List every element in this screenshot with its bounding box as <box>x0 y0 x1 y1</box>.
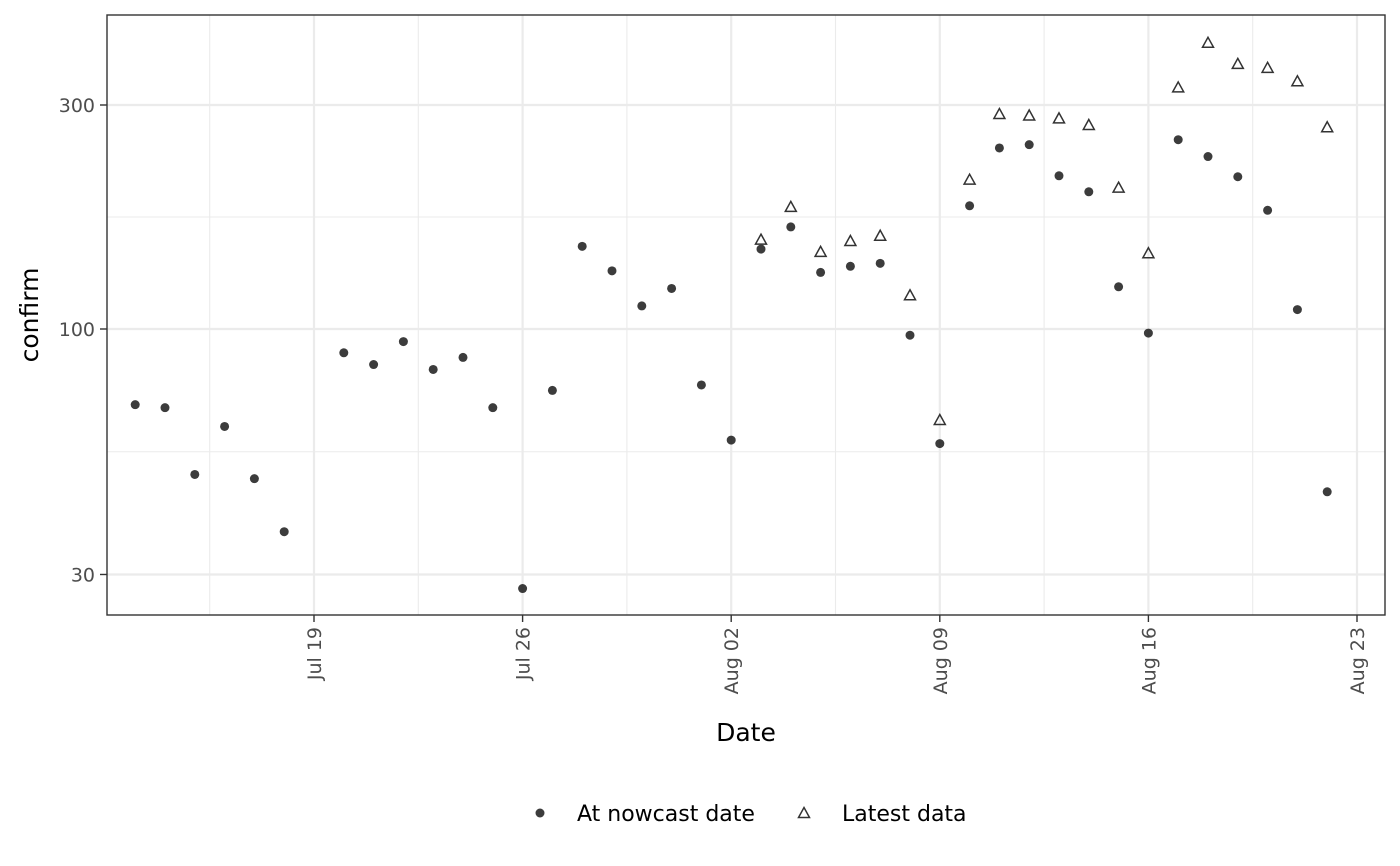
grid-major <box>107 15 1385 615</box>
point-latest <box>1290 74 1305 87</box>
point-nowcast <box>1233 172 1243 182</box>
legend: At nowcast date Latest data <box>535 802 967 827</box>
plot-border <box>106 14 1386 616</box>
point-nowcast <box>1143 328 1153 338</box>
point-latest <box>754 232 768 245</box>
point-latest <box>873 228 887 241</box>
point-latest <box>1231 56 1245 70</box>
point-nowcast <box>1114 282 1124 292</box>
x-tick-label: Aug 23 <box>1347 627 1369 694</box>
x-tick-label: Jul 19 <box>304 627 326 681</box>
point-latest <box>1022 108 1036 121</box>
point-nowcast <box>339 348 349 358</box>
point-nowcast <box>369 360 379 370</box>
point-nowcast <box>190 469 200 479</box>
point-nowcast <box>518 584 528 594</box>
point-nowcast <box>965 201 975 211</box>
point-nowcast <box>488 403 498 413</box>
grid-minor <box>107 15 1385 615</box>
point-latest <box>1171 80 1185 93</box>
point-nowcast <box>577 241 587 251</box>
x-tick-label: Aug 16 <box>1138 627 1160 694</box>
point-nowcast <box>756 244 766 254</box>
legend-key-circle <box>535 808 545 818</box>
point-latest <box>1320 120 1334 133</box>
point-nowcast <box>1054 171 1064 181</box>
point-latest <box>992 106 1007 120</box>
data-points <box>130 35 1334 594</box>
point-nowcast <box>637 301 647 311</box>
point-nowcast <box>547 385 557 395</box>
point-nowcast <box>1263 205 1273 215</box>
point-nowcast <box>696 380 706 390</box>
point-nowcast <box>1203 152 1213 162</box>
point-nowcast <box>1024 140 1034 150</box>
plot-background <box>107 15 1385 615</box>
point-nowcast <box>1322 487 1332 497</box>
point-latest <box>1260 60 1275 74</box>
point-nowcast <box>458 352 468 362</box>
point-nowcast <box>1292 305 1302 315</box>
point-nowcast <box>786 222 796 232</box>
point-latest <box>784 199 798 213</box>
axes: Jul 19 Jul 26 Aug 02 Aug 09 Aug 16 Aug 23 30 10… <box>59 95 1369 694</box>
point-nowcast <box>994 143 1004 153</box>
point-nowcast <box>816 267 826 277</box>
y-tick-label: 300 <box>59 95 95 117</box>
x-tick-label: Jul 26 <box>513 627 535 681</box>
point-nowcast <box>398 337 408 347</box>
point-nowcast <box>935 439 945 449</box>
x-tick-label: Aug 02 <box>721 627 743 694</box>
x-tick-label: Aug 09 <box>930 627 952 694</box>
point-nowcast <box>249 474 259 484</box>
point-latest <box>903 288 917 301</box>
point-nowcast <box>1084 187 1094 197</box>
point-latest <box>1111 180 1126 193</box>
point-nowcast <box>428 364 438 374</box>
point-latest <box>933 412 947 426</box>
point-nowcast <box>1173 135 1183 145</box>
legend-key-triangle <box>797 805 811 819</box>
point-latest <box>843 233 858 247</box>
y-axis-title: confirm <box>15 268 44 363</box>
legend-label-latest: Latest data <box>842 802 967 827</box>
point-nowcast <box>875 258 885 268</box>
point-nowcast <box>845 261 855 271</box>
point-latest <box>1082 117 1096 131</box>
point-latest <box>1052 111 1066 124</box>
point-nowcast <box>220 421 230 431</box>
point-nowcast <box>726 435 736 445</box>
point-latest <box>813 244 828 258</box>
point-latest <box>1141 246 1156 259</box>
x-axis-title: Date <box>716 718 776 747</box>
point-nowcast <box>279 527 289 537</box>
point-latest <box>962 172 977 185</box>
point-nowcast <box>130 400 140 410</box>
y-tick-label: 100 <box>59 319 95 341</box>
y-tick-label: 30 <box>71 564 95 586</box>
point-nowcast <box>905 330 915 340</box>
point-nowcast <box>607 266 617 276</box>
point-nowcast <box>160 403 170 413</box>
point-latest <box>1201 35 1215 49</box>
point-nowcast <box>667 283 677 293</box>
legend-label-nowcast: At nowcast date <box>577 802 755 827</box>
